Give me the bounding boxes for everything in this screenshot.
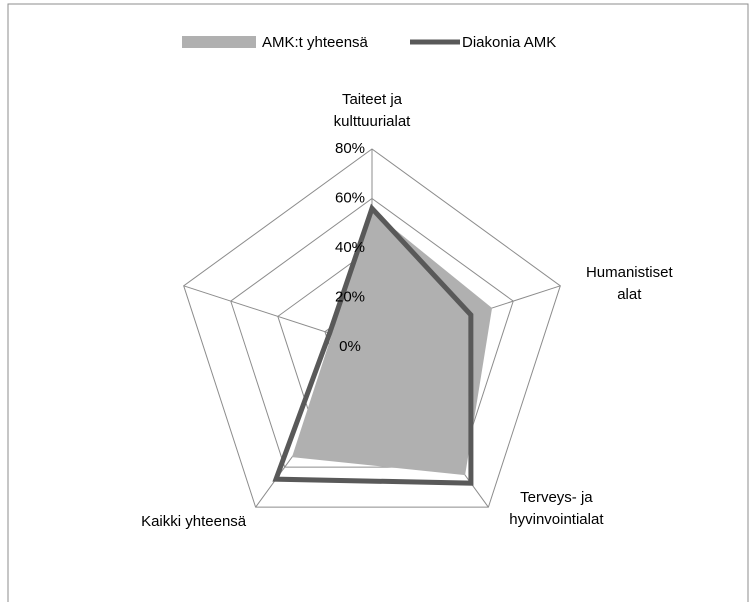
legend-swatch	[182, 36, 256, 48]
grid-ring	[183, 148, 561, 508]
tick-label: 20%	[335, 288, 365, 305]
category-label: Terveys- ja hyvinvointialat	[509, 489, 604, 528]
grid-ring	[230, 197, 514, 468]
category-label: Humanistiset alat	[586, 264, 674, 303]
legend-label: Diakonia AMK	[462, 34, 556, 51]
area	[291, 210, 493, 476]
category-label: Kaikki yhteensä	[141, 513, 247, 530]
tick-label: 80%	[335, 140, 365, 157]
tick-label: 40%	[335, 239, 365, 256]
category-label: Taiteet ja kulttuurialat	[334, 91, 412, 130]
chart-border	[7, 3, 749, 602]
line	[272, 203, 474, 486]
legend-label: AMK:t yhteensä	[262, 34, 369, 51]
tick-label: 60%	[335, 189, 365, 206]
tick-label: 0%	[339, 338, 361, 355]
